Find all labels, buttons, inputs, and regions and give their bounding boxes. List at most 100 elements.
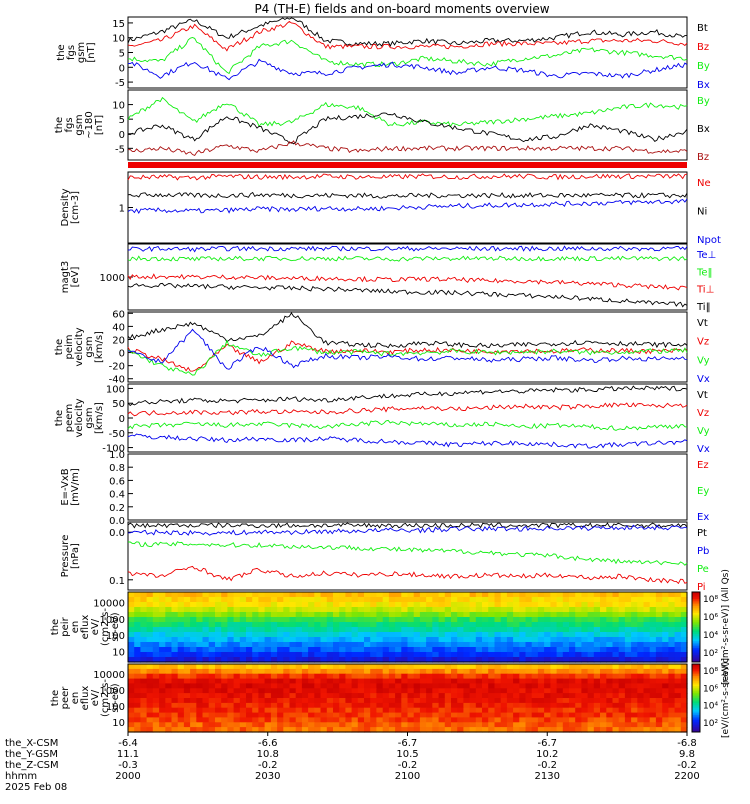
heatmap-cell bbox=[482, 712, 489, 719]
heatmap-cell bbox=[438, 707, 446, 714]
heatmap-cell bbox=[569, 683, 576, 689]
heatmap-cell bbox=[581, 688, 589, 694]
heatmap-cell bbox=[308, 693, 315, 699]
heatmap-cell bbox=[649, 607, 657, 613]
heatmap-cell bbox=[413, 678, 421, 685]
legend-fgs_gsm-Bz: Bz bbox=[697, 42, 709, 53]
heatmap-cell bbox=[469, 688, 477, 694]
heatmap-cell bbox=[357, 717, 365, 723]
heatmap-cell bbox=[624, 688, 632, 694]
heatmap-cell bbox=[233, 622, 241, 628]
heatmap-cell bbox=[519, 637, 527, 643]
heatmap-cell bbox=[190, 712, 197, 719]
heatmap-cell bbox=[488, 592, 495, 598]
heatmap-cell bbox=[146, 602, 154, 608]
heatmap-cell bbox=[134, 622, 141, 628]
heatmap-cell bbox=[494, 632, 502, 638]
heatmap-cell bbox=[655, 664, 663, 670]
heatmap-cell bbox=[314, 637, 322, 643]
heatmap-cell bbox=[550, 683, 558, 689]
heatmap-cell bbox=[569, 637, 576, 643]
heatmap-cell bbox=[488, 673, 495, 680]
panel-frame-moments_density bbox=[127, 171, 688, 244]
x-axis-row-label: hhmm bbox=[5, 771, 37, 782]
heatmap-cell bbox=[680, 597, 688, 603]
heatmap-cell bbox=[432, 612, 440, 618]
heatmap-cell bbox=[419, 622, 427, 628]
heatmap-cell bbox=[202, 683, 210, 689]
heatmap-cell bbox=[550, 702, 558, 709]
heatmap-cell bbox=[289, 722, 297, 728]
heatmap-cell bbox=[500, 673, 508, 680]
heatmap-cell bbox=[326, 668, 334, 675]
heatmap-cell bbox=[246, 693, 253, 699]
heatmap-cell bbox=[246, 722, 253, 728]
y-axis-label-fgs_gsm: [nT] bbox=[86, 42, 97, 62]
heatmap-cell bbox=[475, 642, 483, 648]
heatmap-cell bbox=[357, 637, 365, 643]
heatmap-cell bbox=[239, 664, 247, 670]
heatmap-cell bbox=[239, 637, 247, 643]
heatmap-cell bbox=[395, 597, 402, 603]
heatmap-cell bbox=[128, 717, 135, 723]
heatmap-cell bbox=[221, 688, 228, 694]
heatmap-cell bbox=[183, 632, 191, 638]
heatmap-cell bbox=[637, 612, 645, 618]
heatmap-cell bbox=[544, 652, 551, 658]
heatmap-cell bbox=[208, 683, 216, 689]
heatmap-cell bbox=[320, 683, 328, 689]
heatmap-cell bbox=[662, 592, 669, 598]
heatmap-cell bbox=[246, 673, 253, 680]
heatmap-cell bbox=[593, 647, 601, 653]
colorbar-cell bbox=[692, 628, 700, 631]
heatmap-cell bbox=[370, 707, 377, 714]
heatmap-cell bbox=[221, 592, 228, 598]
heatmap-cell bbox=[624, 657, 632, 663]
heatmap-cell bbox=[239, 668, 247, 675]
heatmap-cell bbox=[128, 602, 135, 608]
heatmap-cell bbox=[482, 683, 489, 689]
heatmap-cell bbox=[159, 688, 166, 694]
colorbar-tick-peir_en_eflux: 10⁴ bbox=[703, 631, 718, 641]
heatmap-cell bbox=[612, 607, 620, 613]
heatmap-cell bbox=[637, 688, 645, 694]
y-tick-label-peem_velocity: -50 bbox=[109, 429, 125, 440]
heatmap-cell bbox=[556, 678, 564, 685]
heatmap-cell bbox=[587, 602, 595, 608]
heatmap-cell bbox=[643, 607, 651, 613]
series-line-fgs_gsm_180-Bx bbox=[127, 112, 688, 145]
heatmap-cell bbox=[531, 698, 539, 704]
heatmap-cell bbox=[537, 717, 545, 723]
heatmap-cell bbox=[140, 632, 148, 638]
heatmap-cell bbox=[618, 688, 626, 694]
heatmap-cell bbox=[370, 597, 377, 603]
heatmap-cell bbox=[301, 602, 309, 608]
heatmap-cell bbox=[662, 597, 669, 603]
heatmap-cell bbox=[419, 607, 427, 613]
heatmap-cell bbox=[177, 673, 185, 680]
heatmap-cell bbox=[177, 727, 185, 733]
heatmap-cell bbox=[295, 632, 303, 638]
heatmap-cell bbox=[544, 702, 551, 709]
heatmap-cell bbox=[674, 652, 682, 658]
heatmap-cell bbox=[320, 668, 328, 675]
heatmap-cell bbox=[581, 698, 589, 704]
heatmap-cell bbox=[140, 673, 148, 680]
heatmap-cell bbox=[401, 702, 409, 709]
heatmap-cell bbox=[506, 632, 514, 638]
heatmap-cell bbox=[376, 693, 384, 699]
heatmap-cell bbox=[674, 642, 682, 648]
heatmap-cell bbox=[277, 657, 284, 663]
y-axis-label-peer_en_eflux: peer bbox=[60, 686, 71, 710]
heatmap-cell bbox=[581, 627, 589, 633]
colorbar-cell bbox=[692, 664, 700, 667]
heatmap-cell bbox=[606, 657, 614, 663]
heatmap-cell bbox=[333, 642, 340, 648]
heatmap-cell bbox=[506, 657, 514, 663]
heatmap-cell bbox=[227, 698, 235, 704]
heatmap-cell bbox=[215, 647, 222, 653]
heatmap-cell bbox=[618, 712, 626, 719]
heatmap-cell bbox=[159, 652, 166, 658]
heatmap-cell bbox=[494, 612, 502, 618]
heatmap-cell bbox=[183, 657, 191, 663]
